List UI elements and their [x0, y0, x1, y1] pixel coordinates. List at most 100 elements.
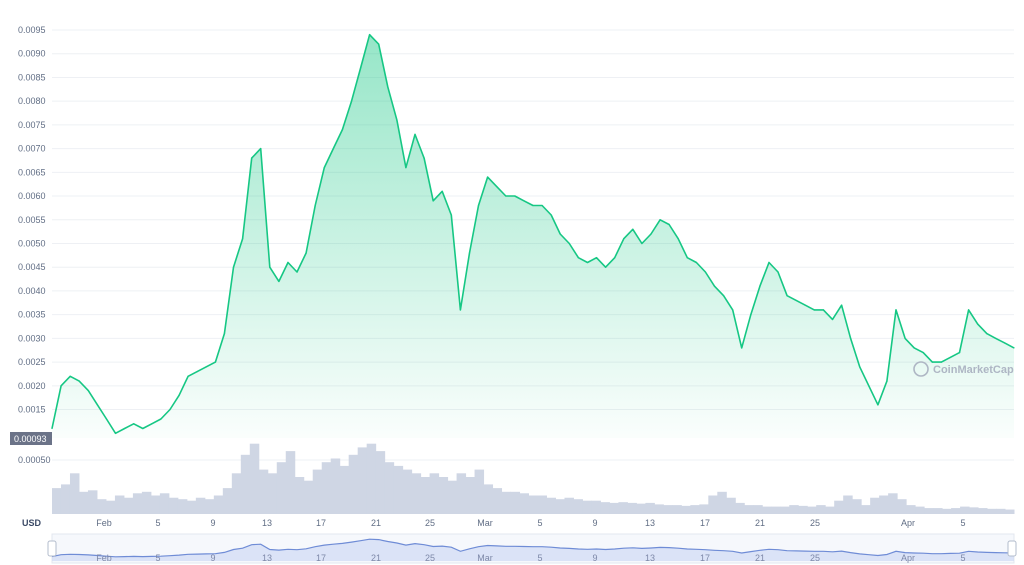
volume-bar	[150, 495, 161, 514]
y-tick-label: 0.0035	[18, 310, 46, 320]
volume-bar	[510, 491, 521, 514]
volume-bar	[645, 502, 655, 514]
price-point	[387, 86, 389, 88]
volume-bar	[60, 484, 71, 514]
price-point	[713, 285, 716, 287]
price-point	[232, 266, 235, 268]
volume-bar	[258, 469, 269, 514]
price-point	[786, 295, 788, 297]
volume-bar	[708, 495, 718, 514]
navigator-right-handle[interactable]	[1007, 540, 1017, 557]
x-tick-label: 5	[537, 518, 542, 528]
price-point	[904, 337, 906, 339]
grid-lines	[52, 29, 1014, 461]
price-point	[586, 261, 589, 264]
volume-bar	[663, 505, 673, 514]
volume-bar	[753, 505, 763, 514]
volume-bar	[474, 469, 485, 514]
current-price-badge	[10, 432, 52, 445]
price-point	[795, 299, 797, 302]
price-point	[124, 427, 126, 430]
price-point	[341, 129, 344, 131]
navigator-tick-label: 17	[700, 553, 710, 563]
price-area	[51, 33, 1015, 438]
price-point	[541, 204, 543, 207]
volume-bar	[573, 499, 583, 514]
volume-bar	[825, 506, 835, 514]
navigator-tick-label: 5	[537, 553, 542, 563]
volume-bar	[672, 505, 682, 514]
price-point	[732, 309, 734, 311]
price-point	[722, 295, 725, 297]
volume-bar	[429, 473, 440, 514]
volume-bar	[537, 495, 547, 514]
y-tick-label: 0.0065	[18, 167, 46, 177]
price-point	[477, 204, 480, 207]
volume-bar	[564, 497, 574, 514]
volume-bar	[222, 488, 233, 514]
price-point	[60, 385, 62, 387]
volume-bar	[906, 505, 916, 514]
price-point	[142, 427, 144, 430]
price-point	[550, 214, 552, 216]
price-point	[287, 261, 289, 264]
price-point	[850, 337, 852, 339]
volume-bar	[627, 502, 637, 514]
x-tick-label: 21	[755, 518, 765, 528]
volume-bar	[312, 469, 323, 514]
y-tick-label: 0.0095	[18, 25, 46, 35]
navigator-tick-label: 25	[810, 553, 820, 563]
y-tick-label: 0.0070	[18, 144, 46, 154]
y-tick-label: 0.0055	[18, 215, 46, 225]
volume-bar	[546, 497, 556, 514]
range-navigator[interactable]: Feb 5 9 13 17 21 25 Mar 5 9 13 17 21 25 Apr 5	[47, 533, 1017, 564]
price-point	[114, 432, 117, 434]
price-point	[69, 375, 71, 377]
price-point	[450, 214, 452, 216]
x-tick-label: 13	[262, 518, 272, 528]
volume-bar	[276, 462, 287, 514]
price-point	[414, 133, 416, 135]
navigator-ticks: Feb 5 9 13 17 21 25 Mar 5 9 13 17 21 25 Apr 5	[96, 553, 965, 563]
volume-bar	[582, 500, 592, 514]
x-tick-label: 17	[316, 518, 326, 528]
volume-bar	[420, 477, 431, 514]
price-point	[459, 309, 461, 311]
price-point	[51, 427, 53, 430]
volume-bar	[789, 505, 799, 514]
price-point	[405, 166, 407, 169]
navigator-left-handle[interactable]	[47, 540, 57, 557]
x-tick-label: Feb	[96, 518, 112, 528]
price-point	[958, 352, 961, 354]
volume-bar	[231, 473, 242, 514]
price-point	[269, 266, 271, 268]
price-point	[568, 242, 570, 245]
price-point	[314, 204, 316, 207]
price-point	[659, 219, 661, 221]
watermark: CoinMarketCap	[913, 361, 1014, 377]
volume-bar	[870, 497, 880, 514]
volume-bar	[609, 502, 619, 514]
volume-bar	[438, 477, 449, 514]
volume-bar	[771, 506, 781, 514]
volume-bar	[384, 462, 395, 514]
volume-bar	[951, 508, 961, 514]
price-point	[151, 423, 153, 425]
price-point	[877, 404, 879, 406]
price-point	[922, 352, 924, 354]
price-point	[668, 223, 670, 226]
volume-bar	[303, 480, 314, 514]
volume-bar	[780, 506, 790, 514]
y-tick-label: 0.0060	[18, 191, 46, 201]
volume-bar	[987, 508, 997, 514]
price-point	[650, 233, 652, 235]
price-point	[350, 100, 353, 102]
volume-bar	[366, 443, 377, 514]
volume-bar	[717, 491, 727, 514]
price-point	[1004, 342, 1006, 344]
price-point	[822, 309, 825, 311]
y-tick-label: 0.0080	[18, 96, 46, 106]
navigator-tick-label: 25	[425, 553, 435, 563]
price-point	[605, 266, 607, 268]
